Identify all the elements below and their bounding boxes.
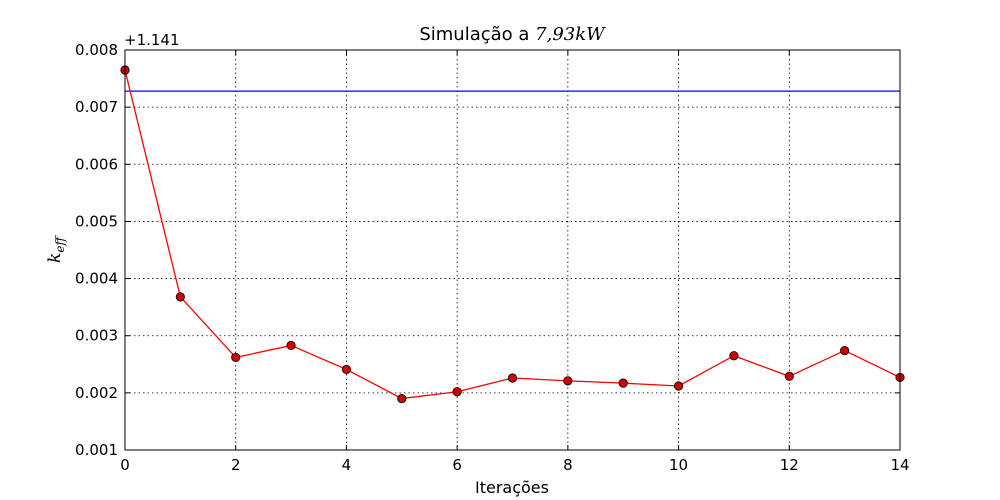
series-group xyxy=(120,65,905,404)
y-tick-label: 0.007 xyxy=(75,98,118,116)
y-tick-label: 0.006 xyxy=(75,155,118,173)
y-axis-label: keff xyxy=(45,237,67,263)
x-axis-label: Iterações xyxy=(475,478,549,497)
data-point xyxy=(175,292,185,302)
data-point xyxy=(341,364,352,375)
plot-frame xyxy=(124,49,901,451)
data-point xyxy=(729,351,739,361)
data-point xyxy=(397,393,407,404)
y-tick-label: 0.001 xyxy=(75,441,118,459)
series-line xyxy=(124,69,901,400)
y-tick-label: 0.004 xyxy=(75,270,118,288)
x-tick-label: 8 xyxy=(563,456,573,474)
y-tick-label: 0.002 xyxy=(75,384,118,402)
data-point xyxy=(673,381,684,391)
plot-border xyxy=(124,49,901,451)
x-tick-label: 6 xyxy=(452,456,462,474)
data-point xyxy=(563,376,573,386)
x-tick-label: 10 xyxy=(669,456,688,474)
y-tick-label: 0.005 xyxy=(75,212,118,230)
y-tick-label: 0.008 xyxy=(75,41,118,59)
x-tick-label: 4 xyxy=(342,456,352,474)
grid xyxy=(125,50,900,450)
y-axis: 0.001 0.002 0.003 0.004 0.005 0.006 0.007 0.008 xyxy=(75,41,900,459)
y-axis-label-main: k xyxy=(44,252,65,263)
x-axis: 0 2 4 6 8 10 12 14 xyxy=(120,50,910,474)
y-tick-label: 0.003 xyxy=(75,327,118,345)
x-tick-label: 0 xyxy=(120,456,130,474)
data-point xyxy=(618,378,628,388)
data-point xyxy=(286,340,296,351)
data-point xyxy=(231,352,241,363)
data-point xyxy=(452,387,462,397)
x-tick-label: 14 xyxy=(890,456,909,474)
y-axis-label-sub: eff xyxy=(53,237,68,253)
data-point xyxy=(784,371,794,381)
x-tick-label: 12 xyxy=(780,456,799,474)
chart-title-text: Simulação a xyxy=(419,24,536,45)
chart-title-math: 7,93kW xyxy=(535,24,605,45)
y-offset-label: +1.141 xyxy=(124,31,180,49)
data-point xyxy=(840,345,850,356)
x-tick-label: 2 xyxy=(231,456,241,474)
data-point xyxy=(507,373,518,383)
chart-title: Simulação a 7,93kW xyxy=(0,24,1000,45)
